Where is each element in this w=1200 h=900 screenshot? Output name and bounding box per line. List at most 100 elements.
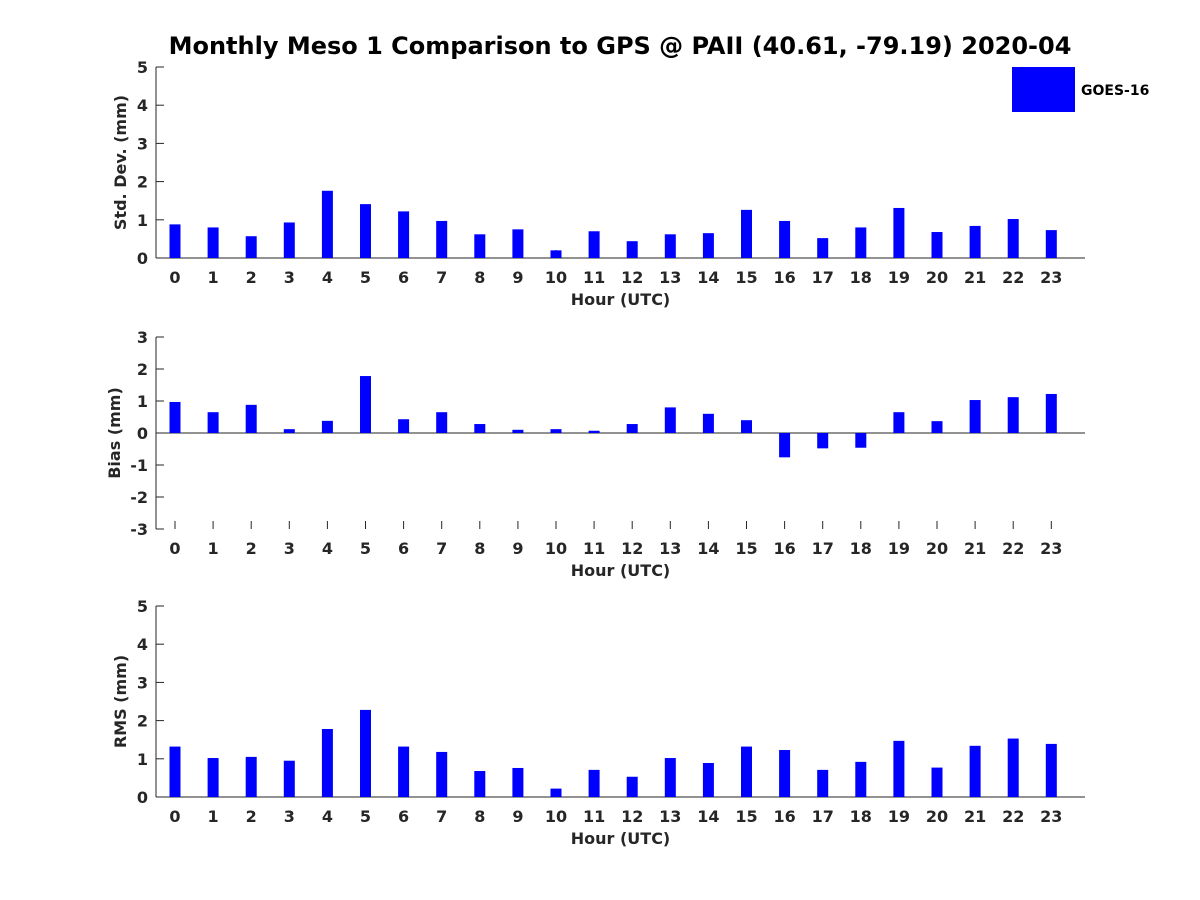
bias-x-tick-label: 5 (360, 539, 371, 558)
rms-bar-22 (1007, 738, 1019, 797)
bias-bar-16 (779, 433, 791, 458)
rms-x-tick-label: 20 (926, 807, 948, 826)
std-dev-bar-1 (207, 227, 219, 258)
rms-x-tick-label: 18 (850, 807, 872, 826)
rms-x-tick-label: 19 (888, 807, 910, 826)
bias-x-tick-label: 18 (850, 539, 872, 558)
legend: GOES-16 (1012, 67, 1149, 112)
rms-bar-4 (321, 729, 333, 797)
std-dev-y-tick-label: 1 (137, 211, 148, 230)
bias-bar-15 (741, 420, 752, 433)
rms-y-tick-label: 0 (137, 788, 148, 807)
std-dev-bar-9 (512, 229, 524, 258)
std-dev-bar-16 (779, 220, 791, 258)
bias-y-tick-label: 1 (137, 392, 148, 411)
rms-x-tick-label: 16 (773, 807, 795, 826)
bias-bar-0 (169, 401, 181, 433)
bias-bar-11 (588, 430, 600, 433)
bias-x-tick-label: 9 (512, 539, 523, 558)
bias-x-tick-label: 4 (322, 539, 333, 558)
bias-x-tick-label: 22 (1002, 539, 1024, 558)
std-dev-bar-23 (1045, 230, 1057, 258)
bias-bar-23 (1045, 393, 1057, 433)
bias-bar-6 (398, 419, 410, 433)
rms-x-tick-label: 9 (512, 807, 523, 826)
bias-x-tick-label: 13 (659, 539, 681, 558)
bias-x-tick-label: 19 (888, 539, 910, 558)
std-dev-bar-12 (626, 241, 638, 258)
rms-x-tick-label: 12 (621, 807, 643, 826)
rms-bar-14 (702, 763, 714, 797)
std-dev-x-tick-label: 21 (964, 268, 986, 287)
rms-x-tick-label: 8 (474, 807, 485, 826)
std-dev-x-tick-label: 8 (474, 268, 485, 287)
bias-y-tick-label: 0 (137, 424, 148, 443)
chart-title: Monthly Meso 1 Comparison to GPS @ PAII … (169, 32, 1072, 60)
legend-swatch-goes-16 (1012, 67, 1075, 112)
rms-x-tick-label: 17 (812, 807, 834, 826)
std-dev-x-tick-label: 9 (512, 268, 523, 287)
bias-bar-7 (436, 412, 448, 433)
rms-bar-9 (512, 767, 524, 797)
rms-y-label: RMS (mm) (111, 655, 130, 748)
std-dev-bar-19 (893, 207, 905, 258)
std-dev-bar-5 (360, 204, 371, 258)
rms-bar-2 (245, 756, 257, 797)
rms-bar-12 (626, 776, 638, 797)
bias-bar-14 (702, 413, 714, 433)
bias-x-tick-label: 23 (1040, 539, 1062, 558)
bias-bar-9 (512, 429, 524, 433)
rms-bar-0 (169, 746, 181, 797)
rms-bar-13 (664, 758, 676, 797)
std-dev-x-tick-label: 22 (1002, 268, 1024, 287)
rms-y-tick-label: 1 (137, 750, 148, 769)
std-dev-x-tick-label: 6 (398, 268, 409, 287)
bias-x-tick-label: 1 (208, 539, 219, 558)
bias-bar-2 (245, 404, 257, 433)
bias-x-tick-label: 16 (773, 539, 795, 558)
std-dev-x-tick-label: 23 (1040, 268, 1062, 287)
bias-x-tick-label: 3 (284, 539, 295, 558)
rms-bar-10 (550, 788, 562, 797)
std-dev-x-tick-label: 10 (545, 268, 567, 287)
std-dev-x-tick-label: 7 (436, 268, 447, 287)
bias-bar-18 (855, 433, 867, 448)
std-dev-x-tick-label: 18 (850, 268, 872, 287)
rms-x-tick-label: 13 (659, 807, 681, 826)
bias-x-tick-label: 7 (436, 539, 447, 558)
rms-y-tick-label: 2 (137, 712, 148, 731)
bias-bar-12 (626, 424, 638, 433)
std-dev-bar-3 (283, 222, 295, 258)
bias-y-tick-label: -3 (130, 520, 148, 539)
rms-x-tick-label: 10 (545, 807, 567, 826)
rms-bar-3 (283, 760, 295, 797)
rms-x-tick-label: 1 (208, 807, 219, 826)
std-dev-bar-10 (550, 250, 562, 258)
legend-label-goes-16: GOES-16 (1081, 83, 1149, 99)
bias-x-tick-label: 15 (735, 539, 757, 558)
rms-x-tick-label: 21 (964, 807, 986, 826)
std-dev-bar-7 (436, 220, 448, 258)
rms-y-tick-label: 5 (137, 597, 148, 616)
std-dev-x-tick-label: 4 (322, 268, 333, 287)
rms-bar-7 (436, 751, 448, 797)
bias-x-tick-label: 10 (545, 539, 567, 558)
rms-x-tick-label: 23 (1040, 807, 1062, 826)
rms-bar-8 (474, 771, 486, 797)
std-dev-bar-4 (321, 190, 333, 258)
rms-bar-16 (779, 750, 791, 797)
std-dev-bar-11 (588, 231, 600, 258)
std-dev-x-tick-label: 2 (246, 268, 257, 287)
std-dev-x-tick-label: 15 (735, 268, 757, 287)
std-dev-y-label: Std. Dev. (mm) (111, 95, 130, 230)
std-dev-x-tick-label: 1 (208, 268, 219, 287)
std-dev-x-tick-label: 5 (360, 268, 371, 287)
bias-y-tick-label: 2 (137, 360, 148, 379)
std-dev-bar-17 (817, 238, 829, 258)
std-dev-x-tick-label: 14 (697, 268, 719, 287)
std-dev-bar-13 (664, 234, 676, 258)
bias-x-tick-label: 6 (398, 539, 409, 558)
